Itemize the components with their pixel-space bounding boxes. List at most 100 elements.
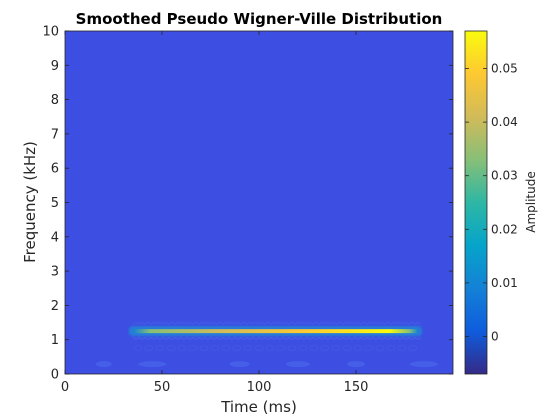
y-tick-label: 0 [51,368,59,383]
y-tick-label: 5 [51,196,59,211]
interference-ripple [144,336,152,340]
interference-ripple [240,336,248,340]
interference-ripple [336,322,344,325]
interference-ripple [132,336,140,340]
interference-ripple [402,336,410,340]
interference-ripple [240,322,248,325]
interference-cell [155,345,165,352]
colorbar-tick-label: 0.04 [491,115,518,129]
interference-ripple [378,336,386,340]
interference-ripple [264,336,272,340]
colorbar-tick-label: 0.05 [491,62,518,76]
interference-ripple [282,322,290,325]
interference-cell [199,345,209,352]
interference-ripple [318,322,326,325]
interference-ripple [384,336,392,340]
interference-cell [265,345,275,352]
interference-ripple [228,336,236,340]
interference-ripple [204,336,212,340]
interference-cell [320,345,330,352]
interference-ripple [252,336,260,340]
interference-ripple [324,336,332,340]
interference-ripple [234,336,242,340]
interference-ripple [246,322,254,325]
interference-ripple [312,322,320,325]
interference-cell [364,345,374,352]
interference-ripple [174,322,182,325]
interference-ripple [414,322,422,325]
colorbar-label: Amplitude [524,171,538,233]
interference-ripple [252,322,260,325]
interference-cell [144,345,154,352]
interference-cell [276,345,286,352]
interference-ripple [264,322,272,325]
colorbar-tick-label: 0 [491,329,499,343]
interference-ripple [336,336,344,340]
interference-ripple [366,322,374,325]
interference-ripple [168,336,176,340]
colorbar-tick-label: 0.02 [491,222,518,236]
interference-ripple [138,322,146,325]
y-tick-label: 3 [51,265,59,280]
interference-ripple [324,322,332,325]
interference-cell [133,345,143,352]
interference-ripple [150,322,158,325]
interference-ripple [330,336,338,340]
interference-ripple [222,322,230,325]
interference-ripple [288,336,296,340]
interference-ripple [396,336,404,340]
y-axis: 0 1 2 3 4 5 6 7 8 9 10 [42,25,453,383]
interference-cell [331,345,341,352]
interference-ripple [204,322,212,325]
interference-ripple [210,336,218,340]
y-tick-label: 1 [51,333,59,348]
colorbar: 0 0.01 0.02 0.03 0.04 0.05 Amplitude [464,30,538,375]
interference-ripple [348,336,356,340]
interference-ripple [186,322,194,325]
colorbar-scale [465,31,487,374]
interference-ripple [294,336,302,340]
interference-ripple [192,336,200,340]
interference-ripple [258,322,266,325]
interference-ripple [318,336,326,340]
interference-ripple [270,336,278,340]
interference-ripple [306,336,314,340]
interference-ripple [354,336,362,340]
interference-cell [408,345,418,352]
interference-cell [342,345,352,352]
interference-cell [375,345,385,352]
interference-ripple [156,336,164,340]
interference-ripple [216,336,224,340]
interference-ripple [180,336,188,340]
interference-ripple [276,336,284,340]
interference-ripple [408,336,416,340]
interference-ripple [360,322,368,325]
interference-ripple [342,322,350,325]
interference-ripple [384,322,392,325]
interference-ripple [312,336,320,340]
interference-ripple [198,336,206,340]
interference-cell [309,345,319,352]
low-freq-blob [95,361,112,368]
interference-cell [210,345,220,352]
interference-ripple [300,336,308,340]
y-tick-label: 10 [42,25,59,40]
interference-ripple [390,322,398,325]
low-freq-blob [138,361,167,368]
x-tick-label: 0 [61,380,69,395]
colorbar-frame [464,30,488,375]
interference-ripple [156,322,164,325]
frequency-ridge [132,329,419,334]
interference-ripple [390,336,398,340]
y-tick-label: 7 [51,127,59,142]
x-axis: 0 50 100 150 [61,31,368,395]
x-tick-label: 100 [247,380,272,395]
interference-cell [287,345,297,352]
x-tick-label: 50 [154,380,171,395]
interference-ripple [282,336,290,340]
interference-ripple [372,336,380,340]
interference-ripple [342,336,350,340]
interference-ripple [192,322,200,325]
interference-ripple [366,336,374,340]
interference-ripple [168,322,176,325]
